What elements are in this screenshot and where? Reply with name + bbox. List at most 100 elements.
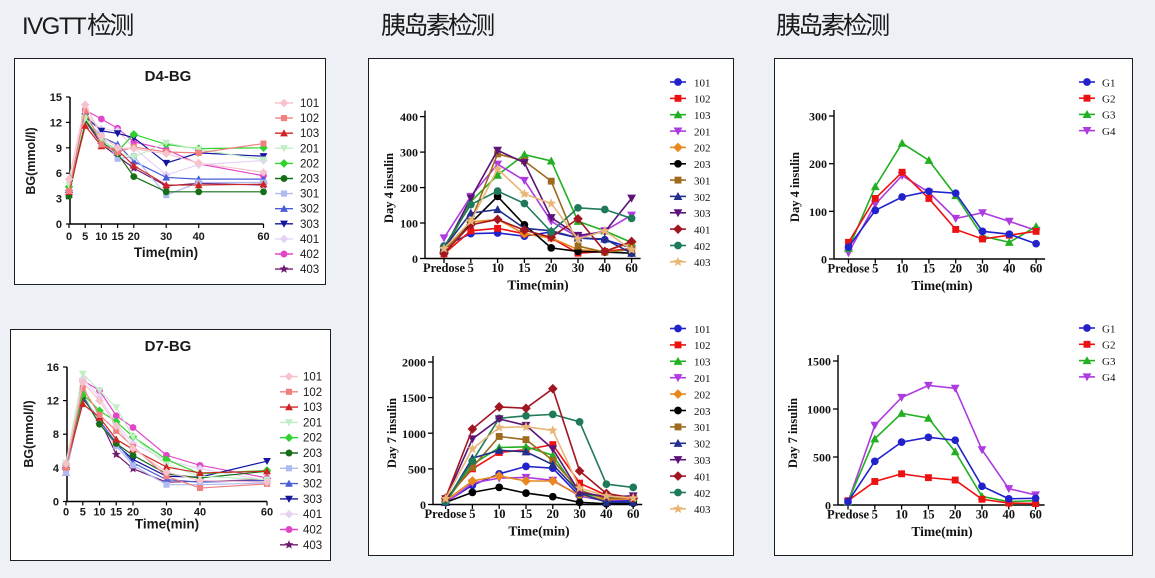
svg-text:20: 20 xyxy=(545,261,558,275)
svg-text:0: 0 xyxy=(825,499,831,513)
svg-text:1500: 1500 xyxy=(807,355,831,369)
svg-text:102: 102 xyxy=(303,387,322,399)
svg-text:G1: G1 xyxy=(1102,323,1115,335)
svg-text:0: 0 xyxy=(53,497,59,509)
svg-text:15: 15 xyxy=(922,508,935,522)
svg-text:15: 15 xyxy=(111,231,123,243)
svg-text:G4: G4 xyxy=(1102,126,1116,138)
svg-text:Time(min): Time(min) xyxy=(911,524,972,539)
svg-text:203: 203 xyxy=(694,406,711,418)
svg-text:0: 0 xyxy=(63,507,69,519)
svg-text:12: 12 xyxy=(50,117,62,129)
svg-text:40: 40 xyxy=(194,507,206,519)
svg-text:0: 0 xyxy=(821,253,827,267)
svg-text:12: 12 xyxy=(47,396,59,408)
svg-text:103: 103 xyxy=(303,402,322,414)
svg-text:302: 302 xyxy=(303,479,322,491)
svg-text:0: 0 xyxy=(420,498,426,512)
svg-text:1000: 1000 xyxy=(807,403,831,417)
svg-text:302: 302 xyxy=(300,204,319,216)
svg-text:40: 40 xyxy=(599,261,612,275)
svg-text:Day 7 insulin: Day 7 insulin xyxy=(385,398,399,468)
svg-text:Time(min): Time(min) xyxy=(507,278,568,293)
svg-text:30: 30 xyxy=(976,508,989,522)
svg-text:15: 15 xyxy=(110,507,122,519)
svg-text:30: 30 xyxy=(160,507,172,519)
svg-text:0: 0 xyxy=(66,231,72,243)
svg-text:Day 7 insulin: Day 7 insulin xyxy=(786,398,800,468)
svg-text:402: 402 xyxy=(694,241,711,253)
svg-text:15: 15 xyxy=(923,262,936,276)
svg-text:0: 0 xyxy=(412,252,418,266)
svg-text:6: 6 xyxy=(56,168,62,180)
svg-text:203: 203 xyxy=(300,174,319,186)
svg-text:103: 103 xyxy=(694,110,711,122)
svg-text:103: 103 xyxy=(300,128,319,140)
svg-text:Day 4 insulin: Day 4 insulin xyxy=(382,153,396,223)
svg-text:303: 303 xyxy=(300,219,319,231)
svg-text:301: 301 xyxy=(694,175,711,187)
svg-text:8: 8 xyxy=(53,429,59,441)
svg-text:G2: G2 xyxy=(1102,94,1115,106)
svg-text:10: 10 xyxy=(493,507,506,521)
svg-text:10: 10 xyxy=(93,507,105,519)
svg-text:9: 9 xyxy=(56,143,62,155)
svg-text:60: 60 xyxy=(625,261,638,275)
svg-text:Time(min): Time(min) xyxy=(508,524,569,539)
svg-text:500: 500 xyxy=(408,462,426,476)
svg-text:1500: 1500 xyxy=(402,391,426,405)
svg-text:301: 301 xyxy=(694,422,711,434)
svg-text:300: 300 xyxy=(400,146,418,160)
svg-text:5: 5 xyxy=(469,507,475,521)
svg-text:401: 401 xyxy=(303,509,322,521)
svg-text:BG(mmol/l): BG(mmol/l) xyxy=(24,127,38,194)
svg-text:60: 60 xyxy=(627,507,640,521)
svg-text:10: 10 xyxy=(491,261,504,275)
svg-text:303: 303 xyxy=(694,208,711,220)
svg-text:301: 301 xyxy=(303,463,322,475)
svg-text:300: 300 xyxy=(809,110,827,124)
svg-text:203: 203 xyxy=(694,159,711,171)
svg-text:G3: G3 xyxy=(1102,356,1116,368)
svg-text:102: 102 xyxy=(300,113,319,125)
svg-text:4: 4 xyxy=(53,463,60,475)
svg-text:G2: G2 xyxy=(1102,340,1115,352)
svg-text:G3: G3 xyxy=(1102,110,1116,122)
svg-text:Predose: Predose xyxy=(827,508,870,522)
svg-text:101: 101 xyxy=(694,77,711,89)
svg-text:100: 100 xyxy=(400,217,418,231)
svg-text:Time(min): Time(min) xyxy=(911,278,972,293)
svg-text:60: 60 xyxy=(261,507,273,519)
svg-text:403: 403 xyxy=(694,504,711,516)
svg-text:16: 16 xyxy=(47,362,59,374)
svg-text:10: 10 xyxy=(896,262,909,276)
svg-text:30: 30 xyxy=(976,262,989,276)
svg-text:G4: G4 xyxy=(1102,372,1116,384)
svg-text:201: 201 xyxy=(300,143,319,155)
svg-text:402: 402 xyxy=(303,525,322,537)
svg-text:Predose: Predose xyxy=(827,262,870,276)
svg-text:30: 30 xyxy=(160,231,172,243)
svg-text:Time(min): Time(min) xyxy=(134,245,198,260)
svg-text:201: 201 xyxy=(694,373,711,385)
svg-text:20: 20 xyxy=(949,262,962,276)
svg-text:60: 60 xyxy=(1030,262,1043,276)
svg-text:5: 5 xyxy=(872,508,878,522)
svg-text:60: 60 xyxy=(257,231,269,243)
svg-text:0: 0 xyxy=(56,219,62,231)
svg-text:202: 202 xyxy=(694,143,711,155)
svg-text:15: 15 xyxy=(518,261,531,275)
svg-text:60: 60 xyxy=(1029,508,1042,522)
svg-text:D7-BG: D7-BG xyxy=(145,338,192,355)
svg-text:10: 10 xyxy=(95,231,107,243)
svg-text:401: 401 xyxy=(694,224,711,236)
svg-text:40: 40 xyxy=(193,231,205,243)
svg-text:201: 201 xyxy=(694,126,711,138)
svg-text:BG(mmol/l): BG(mmol/l) xyxy=(22,400,36,467)
svg-text:401: 401 xyxy=(694,471,711,483)
svg-text:301: 301 xyxy=(300,189,319,201)
svg-text:3: 3 xyxy=(56,194,62,206)
svg-text:102: 102 xyxy=(694,94,711,106)
svg-text:5: 5 xyxy=(82,231,88,243)
svg-text:103: 103 xyxy=(694,357,711,369)
